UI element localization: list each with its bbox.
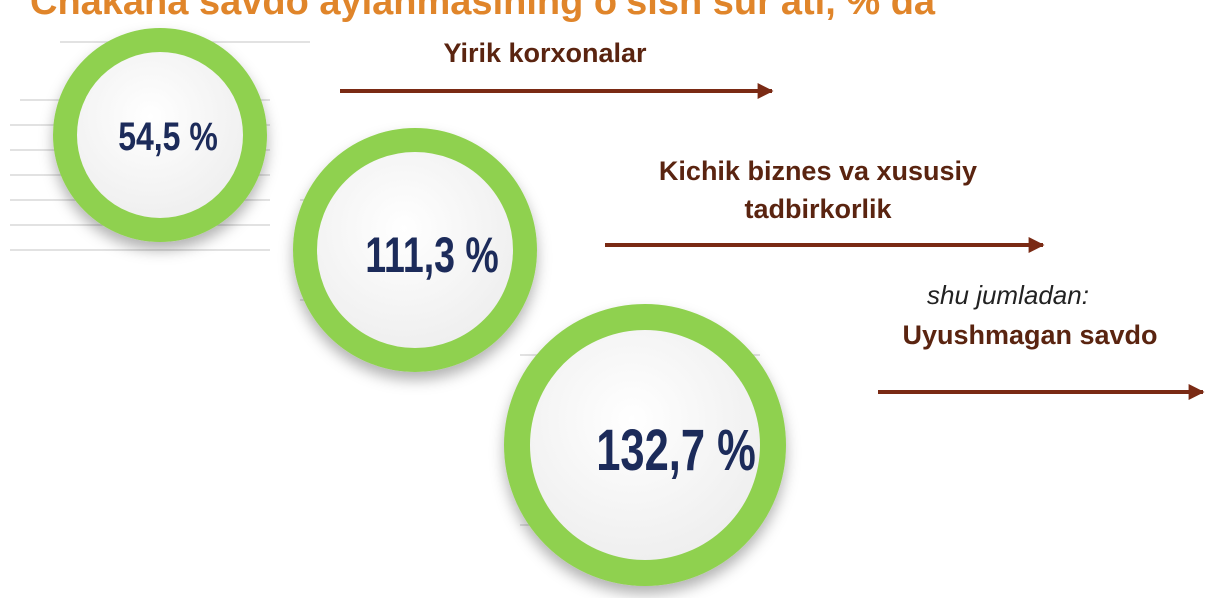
circle-2: 111,3 % <box>293 128 537 372</box>
title: Chakana savdo aylanmasining o'sish sur'a… <box>30 0 936 23</box>
circle-1: 54,5 % <box>53 28 267 242</box>
label: Uyushmagan savdo <box>902 320 1157 350</box>
value: 132,7 % <box>596 418 756 482</box>
label-line: Kichik biznes va xususiy <box>659 156 977 186</box>
label: Yirik korxonalar <box>443 38 647 68</box>
note: shu jumladan: <box>927 280 1089 310</box>
value: 54,5 % <box>118 114 218 159</box>
value: 111,3 % <box>365 228 498 283</box>
circle-3: 132,7 % <box>504 304 786 586</box>
label-line: tadbirkorlik <box>744 194 892 224</box>
